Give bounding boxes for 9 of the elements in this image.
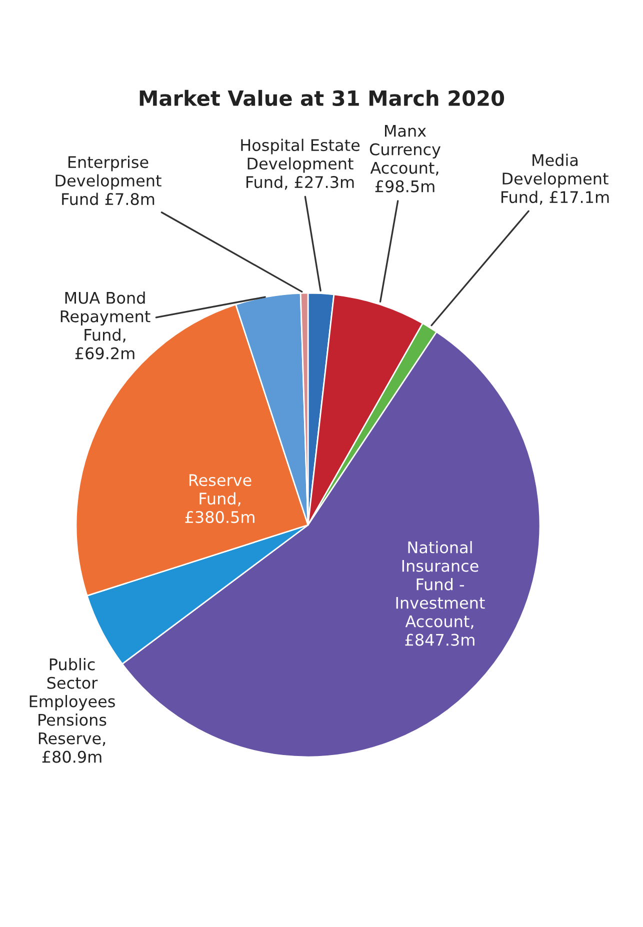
slice-label: Enterprise Development Fund £7.8m [56, 156, 162, 206]
slice-label: Manx Currency Account, £98.5m [370, 125, 440, 192]
chart-title: Market Value at 31 March 2020 [140, 90, 504, 106]
slice-label: MUA Bond Repayment Fund, £69.2m [60, 292, 150, 360]
slice-label: Hospital Estate Development Fund, £27.3m [241, 138, 360, 190]
slice-label: Media Development Fund, £17.1m [502, 154, 609, 205]
slice-label: Public Sector Employees Pensions Reserve, £80.9m [30, 658, 115, 763]
slice-label: National Insurance Fund - Investment Account, £847.3m [396, 541, 485, 646]
slice-label: Reserve Fund, £380.5m [185, 474, 254, 524]
